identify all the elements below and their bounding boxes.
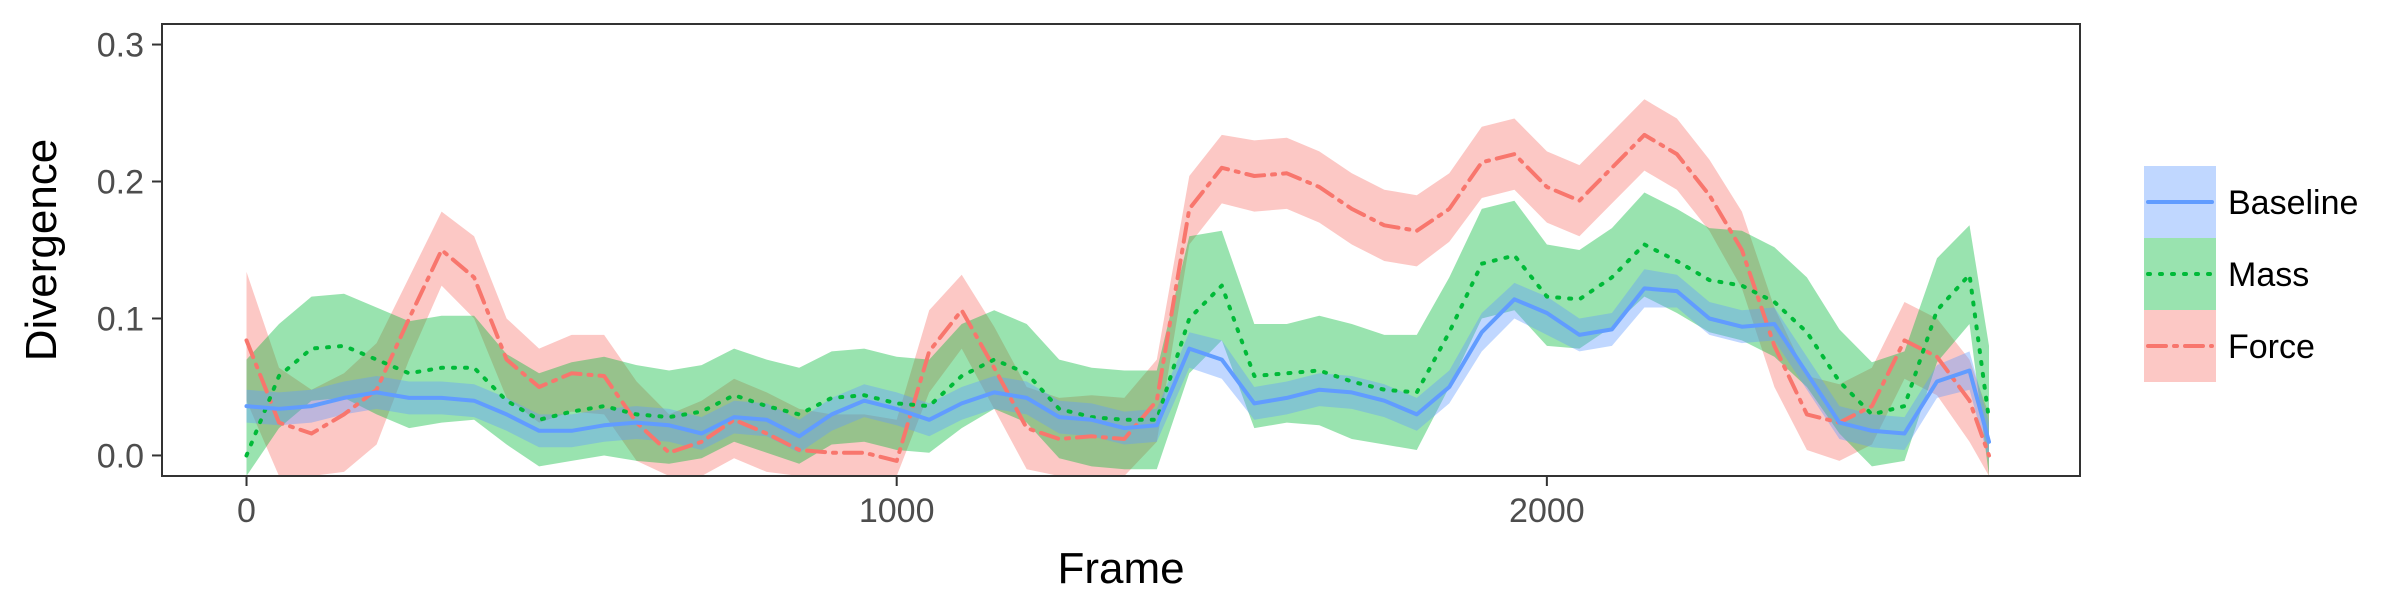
legend-label-baseline: Baseline [2228, 184, 2358, 222]
x-tick-label: 0 [237, 492, 256, 530]
x-axis-title: Frame [1057, 544, 1184, 593]
plot-border [161, 23, 2081, 477]
band-mass [246, 192, 1989, 476]
legend-item-force: Force [2144, 310, 2315, 382]
y-tick-label: 0.0 [97, 437, 144, 475]
line-force [244, 132, 1991, 463]
series-lines [244, 132, 1991, 463]
y-axis-title: Divergence [17, 139, 66, 362]
y-tick-label: 0.3 [97, 27, 144, 65]
line-mass [244, 242, 1991, 458]
legend-item-mass: Mass [2144, 238, 2309, 310]
legend-label-force: Force [2228, 328, 2315, 366]
y-tick-label: 0.1 [97, 300, 144, 338]
y-tick-label: 0.2 [97, 164, 144, 202]
legend-item-baseline: Baseline [2144, 166, 2358, 238]
legend: Baseline Mass Force [2144, 166, 2358, 382]
x-tick-label: 2000 [1509, 492, 1585, 530]
legend-label-mass: Mass [2228, 256, 2309, 294]
x-tick-label: 1000 [859, 492, 935, 530]
band-force [246, 99, 1989, 476]
y-axis: 0.0 0.1 0.2 0.3 [97, 27, 162, 475]
legend-key-mass [2144, 238, 2216, 310]
plot-panel [162, 24, 2080, 476]
line-baseline [244, 286, 1991, 444]
x-axis: 0 1000 2000 [237, 476, 1585, 530]
